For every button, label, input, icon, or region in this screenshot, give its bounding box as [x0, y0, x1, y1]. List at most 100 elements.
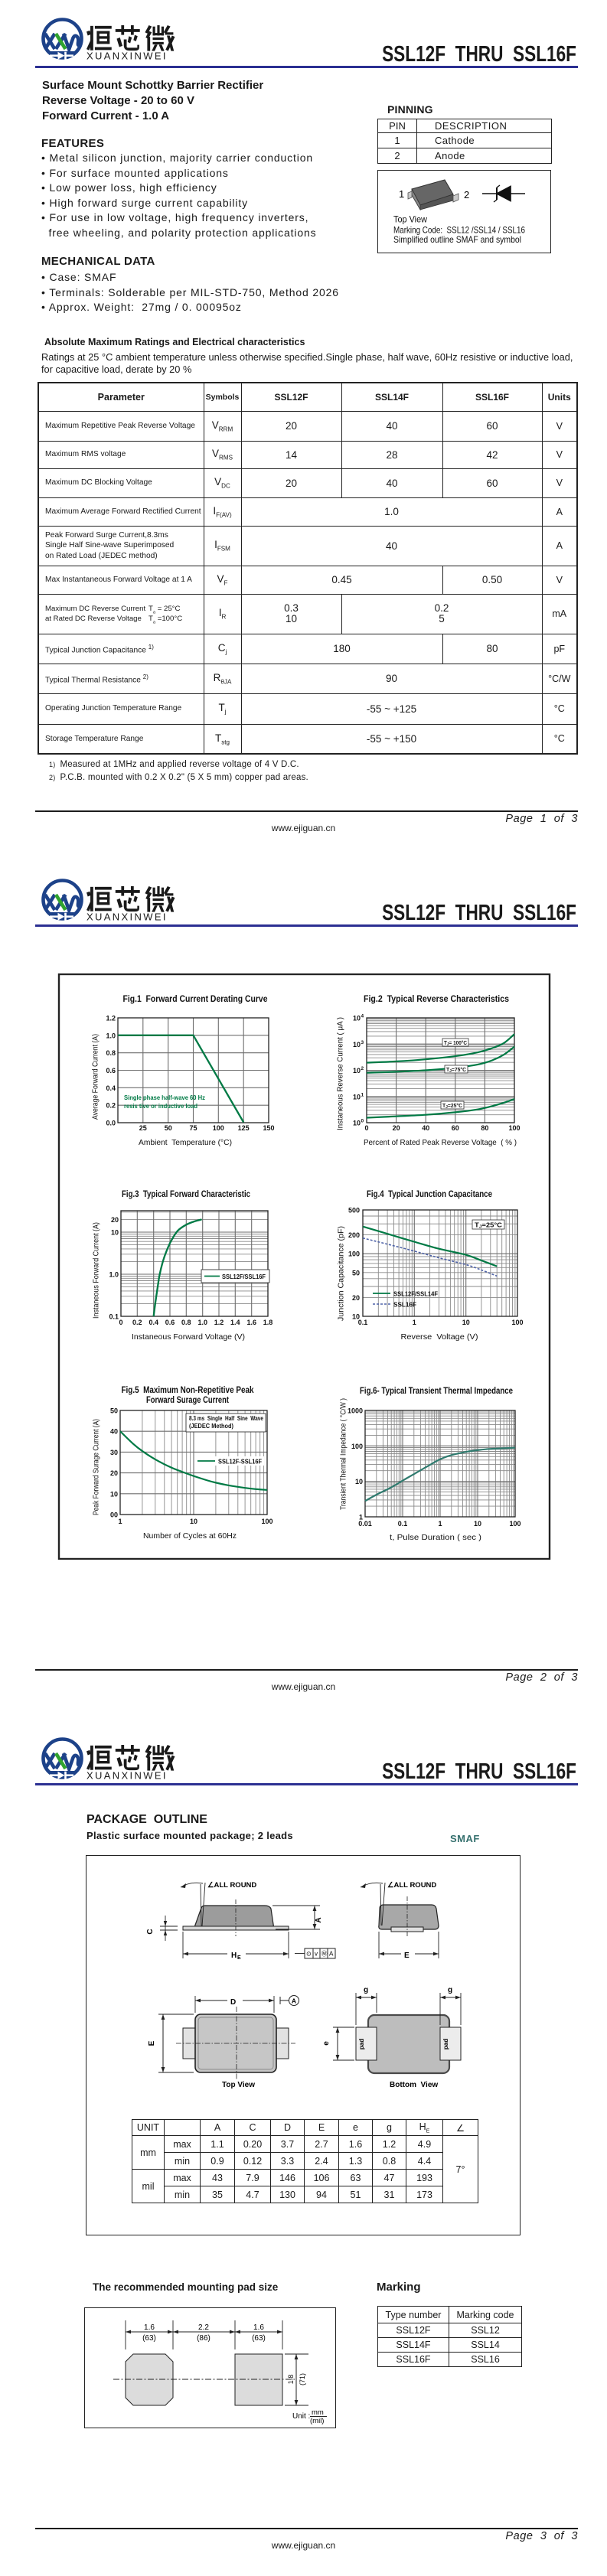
- svg-text:80: 80: [481, 1124, 488, 1132]
- svg-text:75: 75: [189, 1124, 197, 1132]
- svg-text:Bottom View: Bottom View: [390, 2081, 438, 2089]
- svg-text:10: 10: [353, 1067, 361, 1074]
- svg-text:100: 100: [213, 1124, 224, 1132]
- svg-text:Junction Capacitance (pF): Junction Capacitance (pF): [338, 1226, 346, 1321]
- svg-text:A: A: [315, 1917, 323, 1922]
- svg-text:1.0: 1.0: [106, 1032, 116, 1039]
- svg-text:A: A: [329, 1951, 334, 1958]
- svg-text:40: 40: [422, 1124, 429, 1132]
- svg-text:Number of Cycles at 60Hz: Number of Cycles at 60Hz: [143, 1532, 237, 1541]
- svg-text:60: 60: [452, 1124, 459, 1132]
- svg-text:XUANXINWEI: XUANXINWEI: [86, 1770, 168, 1782]
- svg-text:100: 100: [351, 1443, 363, 1450]
- svg-text:30: 30: [110, 1449, 118, 1456]
- svg-text:10: 10: [190, 1518, 197, 1525]
- svg-text:TJ=25°C: TJ=25°C: [442, 1102, 463, 1110]
- svg-text:25: 25: [139, 1124, 147, 1132]
- svg-text:H: H: [231, 1952, 237, 1960]
- svg-text:Fig.6- Typical Transient Therm: Fig.6- Typical Transient Thermal Impedan…: [360, 1385, 513, 1396]
- svg-text:0.6: 0.6: [106, 1067, 116, 1074]
- svg-text:100: 100: [348, 1251, 360, 1258]
- svg-text:E: E: [148, 2040, 156, 2046]
- svg-text:∠ALL ROUND: ∠ALL ROUND: [387, 1881, 436, 1890]
- svg-text:(63): (63): [252, 2334, 266, 2343]
- svg-text:(mil): (mil): [310, 2417, 324, 2425]
- svg-text:2.2: 2.2: [198, 2323, 209, 2332]
- svg-text:TJ= 100°C: TJ= 100°C: [444, 1039, 467, 1047]
- svg-text:0.1: 0.1: [109, 1313, 119, 1321]
- svg-text:4: 4: [361, 1014, 364, 1019]
- svg-text:1: 1: [359, 1514, 363, 1521]
- svg-text:0.2: 0.2: [132, 1319, 142, 1326]
- svg-text:(63): (63): [142, 2334, 156, 2343]
- svg-text:Ambient Temperature (°C): Ambient Temperature (°C): [139, 1139, 232, 1147]
- svg-text:20: 20: [110, 1469, 118, 1477]
- svg-text:pad: pad: [442, 2039, 449, 2049]
- svg-text:SSL16F: SSL16F: [393, 1301, 416, 1309]
- svg-text:e: e: [322, 2041, 331, 2046]
- svg-text:Instaneous Forward Voltage (V): Instaneous Forward Voltage (V): [132, 1333, 245, 1342]
- svg-text:1: 1: [399, 188, 404, 200]
- svg-text:10: 10: [353, 1120, 361, 1127]
- svg-text:10: 10: [353, 1015, 361, 1022]
- svg-text:Simplified outline SMAF and sy: Simplified outline SMAF and symbol: [393, 234, 521, 245]
- svg-text:A: A: [292, 1997, 296, 2005]
- svg-text:1: 1: [438, 1520, 442, 1528]
- svg-text:(JEDEC Method): (JEDEC Method): [189, 1423, 233, 1430]
- svg-text:E: E: [404, 1952, 410, 1960]
- svg-text:10: 10: [474, 1520, 481, 1528]
- svg-text:Top View: Top View: [222, 2081, 255, 2089]
- svg-text:g: g: [364, 1986, 368, 1994]
- svg-text:Average Forward Current (A): Average Forward Current (A): [92, 1034, 100, 1120]
- svg-text:Transient Thermal Impedance (: Transient Thermal Impedance ( °C/W ): [340, 1398, 348, 1510]
- svg-text:(86): (86): [197, 2334, 210, 2343]
- svg-text:t, Pulse Duration ( sec ): t, Pulse Duration ( sec ): [390, 1534, 481, 1542]
- svg-text:0.4: 0.4: [148, 1319, 158, 1326]
- svg-text:SSL12F-SSL16F: SSL12F-SSL16F: [218, 1458, 262, 1466]
- svg-text:E: E: [237, 1955, 241, 1961]
- svg-text:500: 500: [348, 1207, 360, 1215]
- svg-text:100: 100: [511, 1319, 523, 1326]
- svg-text:mm: mm: [312, 2408, 324, 2417]
- svg-text:40: 40: [110, 1428, 118, 1436]
- svg-text:1.2: 1.2: [106, 1015, 116, 1022]
- svg-text:XUANXINWEI: XUANXINWEI: [86, 51, 168, 62]
- svg-text:0: 0: [361, 1119, 364, 1124]
- svg-text:Marking Code: SSL12 /SSL14 /: Marking Code: SSL12 /SSL14 / SSL16: [393, 225, 525, 236]
- svg-text:SSL12F/SSL16F: SSL12F/SSL16F: [222, 1273, 266, 1280]
- svg-text:1.4: 1.4: [230, 1319, 240, 1326]
- svg-text:150: 150: [263, 1124, 274, 1132]
- svg-text:g: g: [448, 1986, 452, 1994]
- svg-text:10: 10: [110, 1490, 118, 1498]
- svg-text:0.8: 0.8: [106, 1049, 116, 1057]
- svg-text:TJ=25°C: TJ=25°C: [475, 1222, 502, 1230]
- svg-text:TJ=75°C: TJ=75°C: [446, 1066, 467, 1074]
- svg-text:1000: 1000: [348, 1407, 363, 1415]
- svg-text:1: 1: [118, 1518, 122, 1525]
- svg-text:1.8: 1.8: [287, 2375, 295, 2385]
- svg-text:Fig.1 Forward Current Deratin: Fig.1 Forward Current Derating Curve: [123, 993, 268, 1004]
- svg-text:1: 1: [413, 1319, 416, 1326]
- svg-text:0.01: 0.01: [358, 1520, 372, 1528]
- svg-text:10: 10: [355, 1478, 363, 1485]
- svg-text:1.2: 1.2: [214, 1319, 224, 1326]
- svg-text:Ⓜ: Ⓜ: [321, 1951, 328, 1958]
- svg-text:Reverse Voltage (V): Reverse Voltage (V): [401, 1333, 478, 1342]
- svg-text:1.6: 1.6: [253, 2323, 264, 2332]
- svg-text:20: 20: [393, 1124, 400, 1132]
- svg-text:Percent of Rated Peak Reverse: Percent of Rated Peak Reverse Voltage ( …: [364, 1139, 517, 1147]
- svg-text:0: 0: [364, 1124, 368, 1132]
- svg-text:20: 20: [352, 1294, 360, 1302]
- svg-text:Single phase half-wave 60 Hz: Single phase half-wave 60 Hz: [124, 1094, 205, 1101]
- svg-text:XUANXINWEI: XUANXINWEI: [86, 911, 168, 923]
- svg-text:Top View: Top View: [393, 214, 427, 225]
- svg-text:10: 10: [352, 1313, 360, 1321]
- svg-text:pad: pad: [358, 2039, 365, 2049]
- svg-text:10: 10: [111, 1229, 119, 1237]
- svg-text:0.0: 0.0: [106, 1120, 116, 1127]
- svg-text:0.6: 0.6: [165, 1319, 175, 1326]
- svg-text:0.1: 0.1: [358, 1319, 368, 1326]
- svg-text:100: 100: [261, 1518, 272, 1525]
- svg-text:Fig.5 Maximum Non-Repetitive: Fig.5 Maximum Non-Repetitive Peak: [122, 1384, 254, 1395]
- svg-text:1.6: 1.6: [246, 1319, 256, 1326]
